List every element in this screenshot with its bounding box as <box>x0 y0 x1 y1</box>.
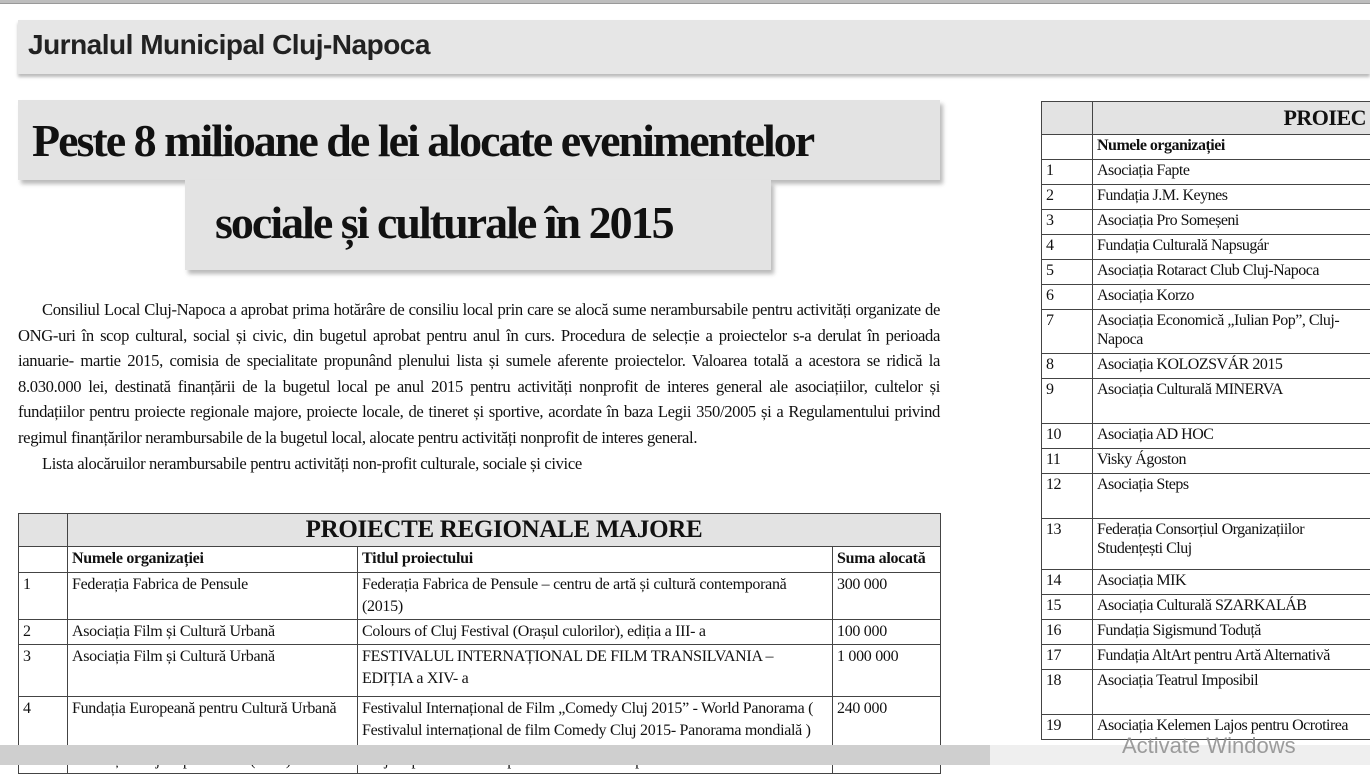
table-cell: Asociația Pro Someșeni <box>1093 210 1370 235</box>
blank-cell <box>19 514 68 547</box>
table-cell: 5 <box>1042 260 1093 285</box>
table-cell: Federația Fabrica de Pensule – centru de… <box>358 573 833 620</box>
table-cell: Asociația Korzo <box>1093 285 1370 310</box>
table-cell: Fundația AltArt pentru Artă Alternativă <box>1093 645 1370 670</box>
table-cell: 4 <box>19 697 68 749</box>
table-cell: Asociația KOLOZSVÁR 2015 <box>1093 354 1370 379</box>
table-cell: 7 <box>1042 310 1093 354</box>
table-cell: 4 <box>1042 235 1093 260</box>
table-cell: FESTIVALUL INTERNAȚIONAL DE FILM TRANSIL… <box>358 645 833 697</box>
table-cell: 19 <box>1042 715 1093 740</box>
col-organization: Numele organizației <box>68 547 358 573</box>
table-cell: Festivalul Internațional de Film „Comedy… <box>358 697 833 749</box>
table-cell: 240 000 <box>833 697 941 749</box>
table-cell: 300 000 <box>833 573 941 620</box>
article-body: Consiliul Local Cluj-Napoca a aprobat pr… <box>18 297 940 476</box>
blank-cell <box>1042 102 1093 135</box>
col-organization: Numele organizației <box>1093 135 1370 160</box>
table-cell: 18 <box>1042 670 1093 715</box>
table-cell: 1 000 000 <box>833 645 941 697</box>
table-cell: Asociația Film și Cultură Urbană <box>68 620 358 645</box>
col-number <box>19 547 68 573</box>
table-cell: 100 000 <box>833 620 941 645</box>
table-cell: Visky Ágoston <box>1093 449 1370 474</box>
paragraph: Consiliul Local Cluj-Napoca a aprobat pr… <box>18 297 940 451</box>
table-cell: Fundația J.M. Keynes <box>1093 185 1370 210</box>
table-cell: 14 <box>1042 570 1093 595</box>
table-cell: Federația Consorțiul Organizațiilor Stud… <box>1093 519 1370 570</box>
table-cell: 17 <box>1042 645 1093 670</box>
table-cell: 1 <box>1042 160 1093 185</box>
col-amount: Suma alocată <box>833 547 941 573</box>
column-headers: Numele organizației Titlul proiectului S… <box>19 547 941 573</box>
activate-windows-watermark: Activate Windows <box>1122 733 1296 759</box>
table-cell: Federația Fabrica de Pensule <box>68 573 358 620</box>
table-cell: 11 <box>1042 449 1093 474</box>
table-cell: 8 <box>1042 354 1093 379</box>
table-cell: 3 <box>19 645 68 697</box>
table-cell: Asociația AD HOC <box>1093 424 1370 449</box>
table-cell: Colours of Cluj Festival (Orașul culoril… <box>358 620 833 645</box>
table-cell: Asociația MIK <box>1093 570 1370 595</box>
table-cell: Asociația Fapte <box>1093 160 1370 185</box>
newspaper-title: Jurnalul Municipal Cluj-Napoca <box>28 29 430 61</box>
table-cell: Asociația Film și Cultură Urbană <box>68 645 358 697</box>
newspaper-header: Jurnalul Municipal Cluj-Napoca <box>18 20 1370 74</box>
headline-text: sociale și culturale în 2015 <box>215 196 673 249</box>
table-cell: 10 <box>1042 424 1093 449</box>
table-cell: 6 <box>1042 285 1093 310</box>
table-cell: 13 <box>1042 519 1093 570</box>
blank-cell <box>1042 135 1093 160</box>
table-cell: Asociația Culturală SZARKALÁB <box>1093 595 1370 620</box>
table-cell: 2 <box>1042 185 1093 210</box>
table-cell: 1 <box>19 573 68 620</box>
table-cell: Fundația Sigismund Toduță <box>1093 620 1370 645</box>
table-cell: 3 <box>1042 210 1093 235</box>
section-title: PROIEC <box>1093 102 1370 135</box>
table-cell: Asociația Steps <box>1093 474 1370 519</box>
table-cell: Asociația Teatrul Imposibil <box>1093 670 1370 715</box>
col-project-title: Titlul proiectului <box>358 547 833 573</box>
table-cell: Fundația Culturală Napsugár <box>1093 235 1370 260</box>
table-cell: Asociația Rotaract Club Cluj-Napoca <box>1093 260 1370 285</box>
top-border <box>0 0 1370 4</box>
table-cell: 15 <box>1042 595 1093 620</box>
headline-line-2: sociale și culturale în 2015 <box>185 180 771 270</box>
table-cell: 12 <box>1042 474 1093 519</box>
paragraph: Lista alocăruilor nerambursabile pentru … <box>18 451 940 477</box>
section-title: PROIECTE REGIONALE MAJORE <box>68 514 941 547</box>
headline-line-1: Peste 8 milioane de lei alocate evenimen… <box>18 100 940 180</box>
table-cell: 2 <box>19 620 68 645</box>
headline-text: Peste 8 milioane de lei alocate evenimen… <box>32 114 813 167</box>
table-cell: Fundația Europeană pentru Cultură Urbană <box>68 697 358 749</box>
table-cell: Asociația Economică „Iulian Pop”, Cluj-N… <box>1093 310 1370 354</box>
table-cell: Asociația Culturală MINERVA <box>1093 379 1370 424</box>
table-cell: 9 <box>1042 379 1093 424</box>
regional-projects-table: PROIECTE REGIONALE MAJORE Numele organiz… <box>18 513 941 774</box>
table-cell: 16 <box>1042 620 1093 645</box>
